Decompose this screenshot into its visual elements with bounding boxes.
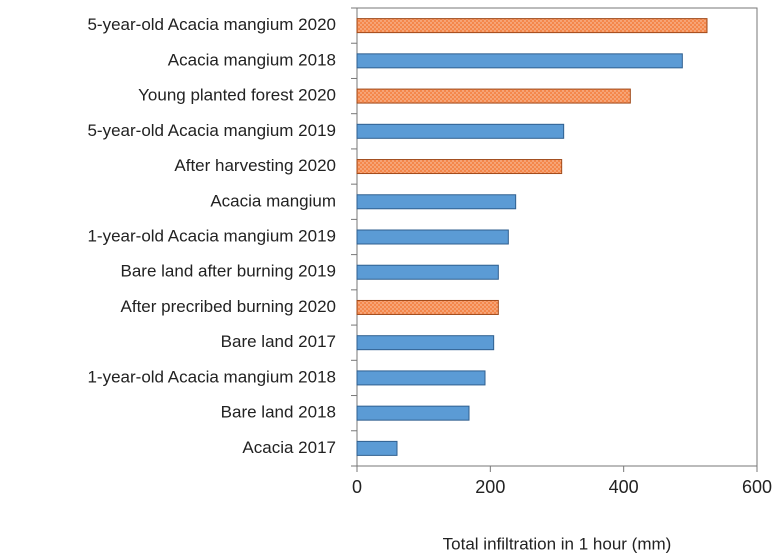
bar (356, 194, 517, 210)
bar (356, 370, 486, 386)
y-tick-label: After precribed burning 2020 (121, 297, 336, 316)
bar (356, 335, 495, 351)
y-tick-label: Young planted forest 2020 (138, 86, 336, 105)
x-axis-label: Total infiltration in 1 hour (mm) (443, 534, 672, 553)
y-tick-label: 1-year-old Acacia mangium 2018 (87, 367, 336, 386)
bar (356, 405, 470, 421)
x-tick-label: 0 (352, 477, 362, 497)
y-tick-label: Bare land after burning 2019 (121, 262, 337, 281)
bar (356, 88, 631, 104)
bar (356, 264, 499, 280)
y-tick-label: 5-year-old Acacia mangium 2019 (87, 121, 336, 140)
x-tick-label: 600 (742, 477, 772, 497)
y-tick-label: After harvesting 2020 (174, 156, 336, 175)
y-tick-label: Acacia mangium (210, 191, 336, 210)
bar (356, 53, 683, 69)
y-tick-label: Bare land 2018 (221, 403, 336, 422)
y-tick-label: 5-year-old Acacia mangium 2020 (87, 15, 336, 34)
y-tick-label: Acacia 2017 (242, 438, 336, 457)
bar (356, 18, 708, 34)
bar (356, 229, 509, 245)
x-tick-label: 200 (475, 477, 505, 497)
x-tick-label: 400 (609, 477, 639, 497)
y-tick-label: 1-year-old Acacia mangium 2019 (87, 226, 336, 245)
bar (356, 299, 499, 315)
bar (356, 440, 398, 456)
bar (356, 123, 565, 139)
y-tick-label: Acacia mangium 2018 (168, 50, 336, 69)
y-tick-label: Bare land 2017 (221, 332, 336, 351)
bar (356, 159, 563, 175)
